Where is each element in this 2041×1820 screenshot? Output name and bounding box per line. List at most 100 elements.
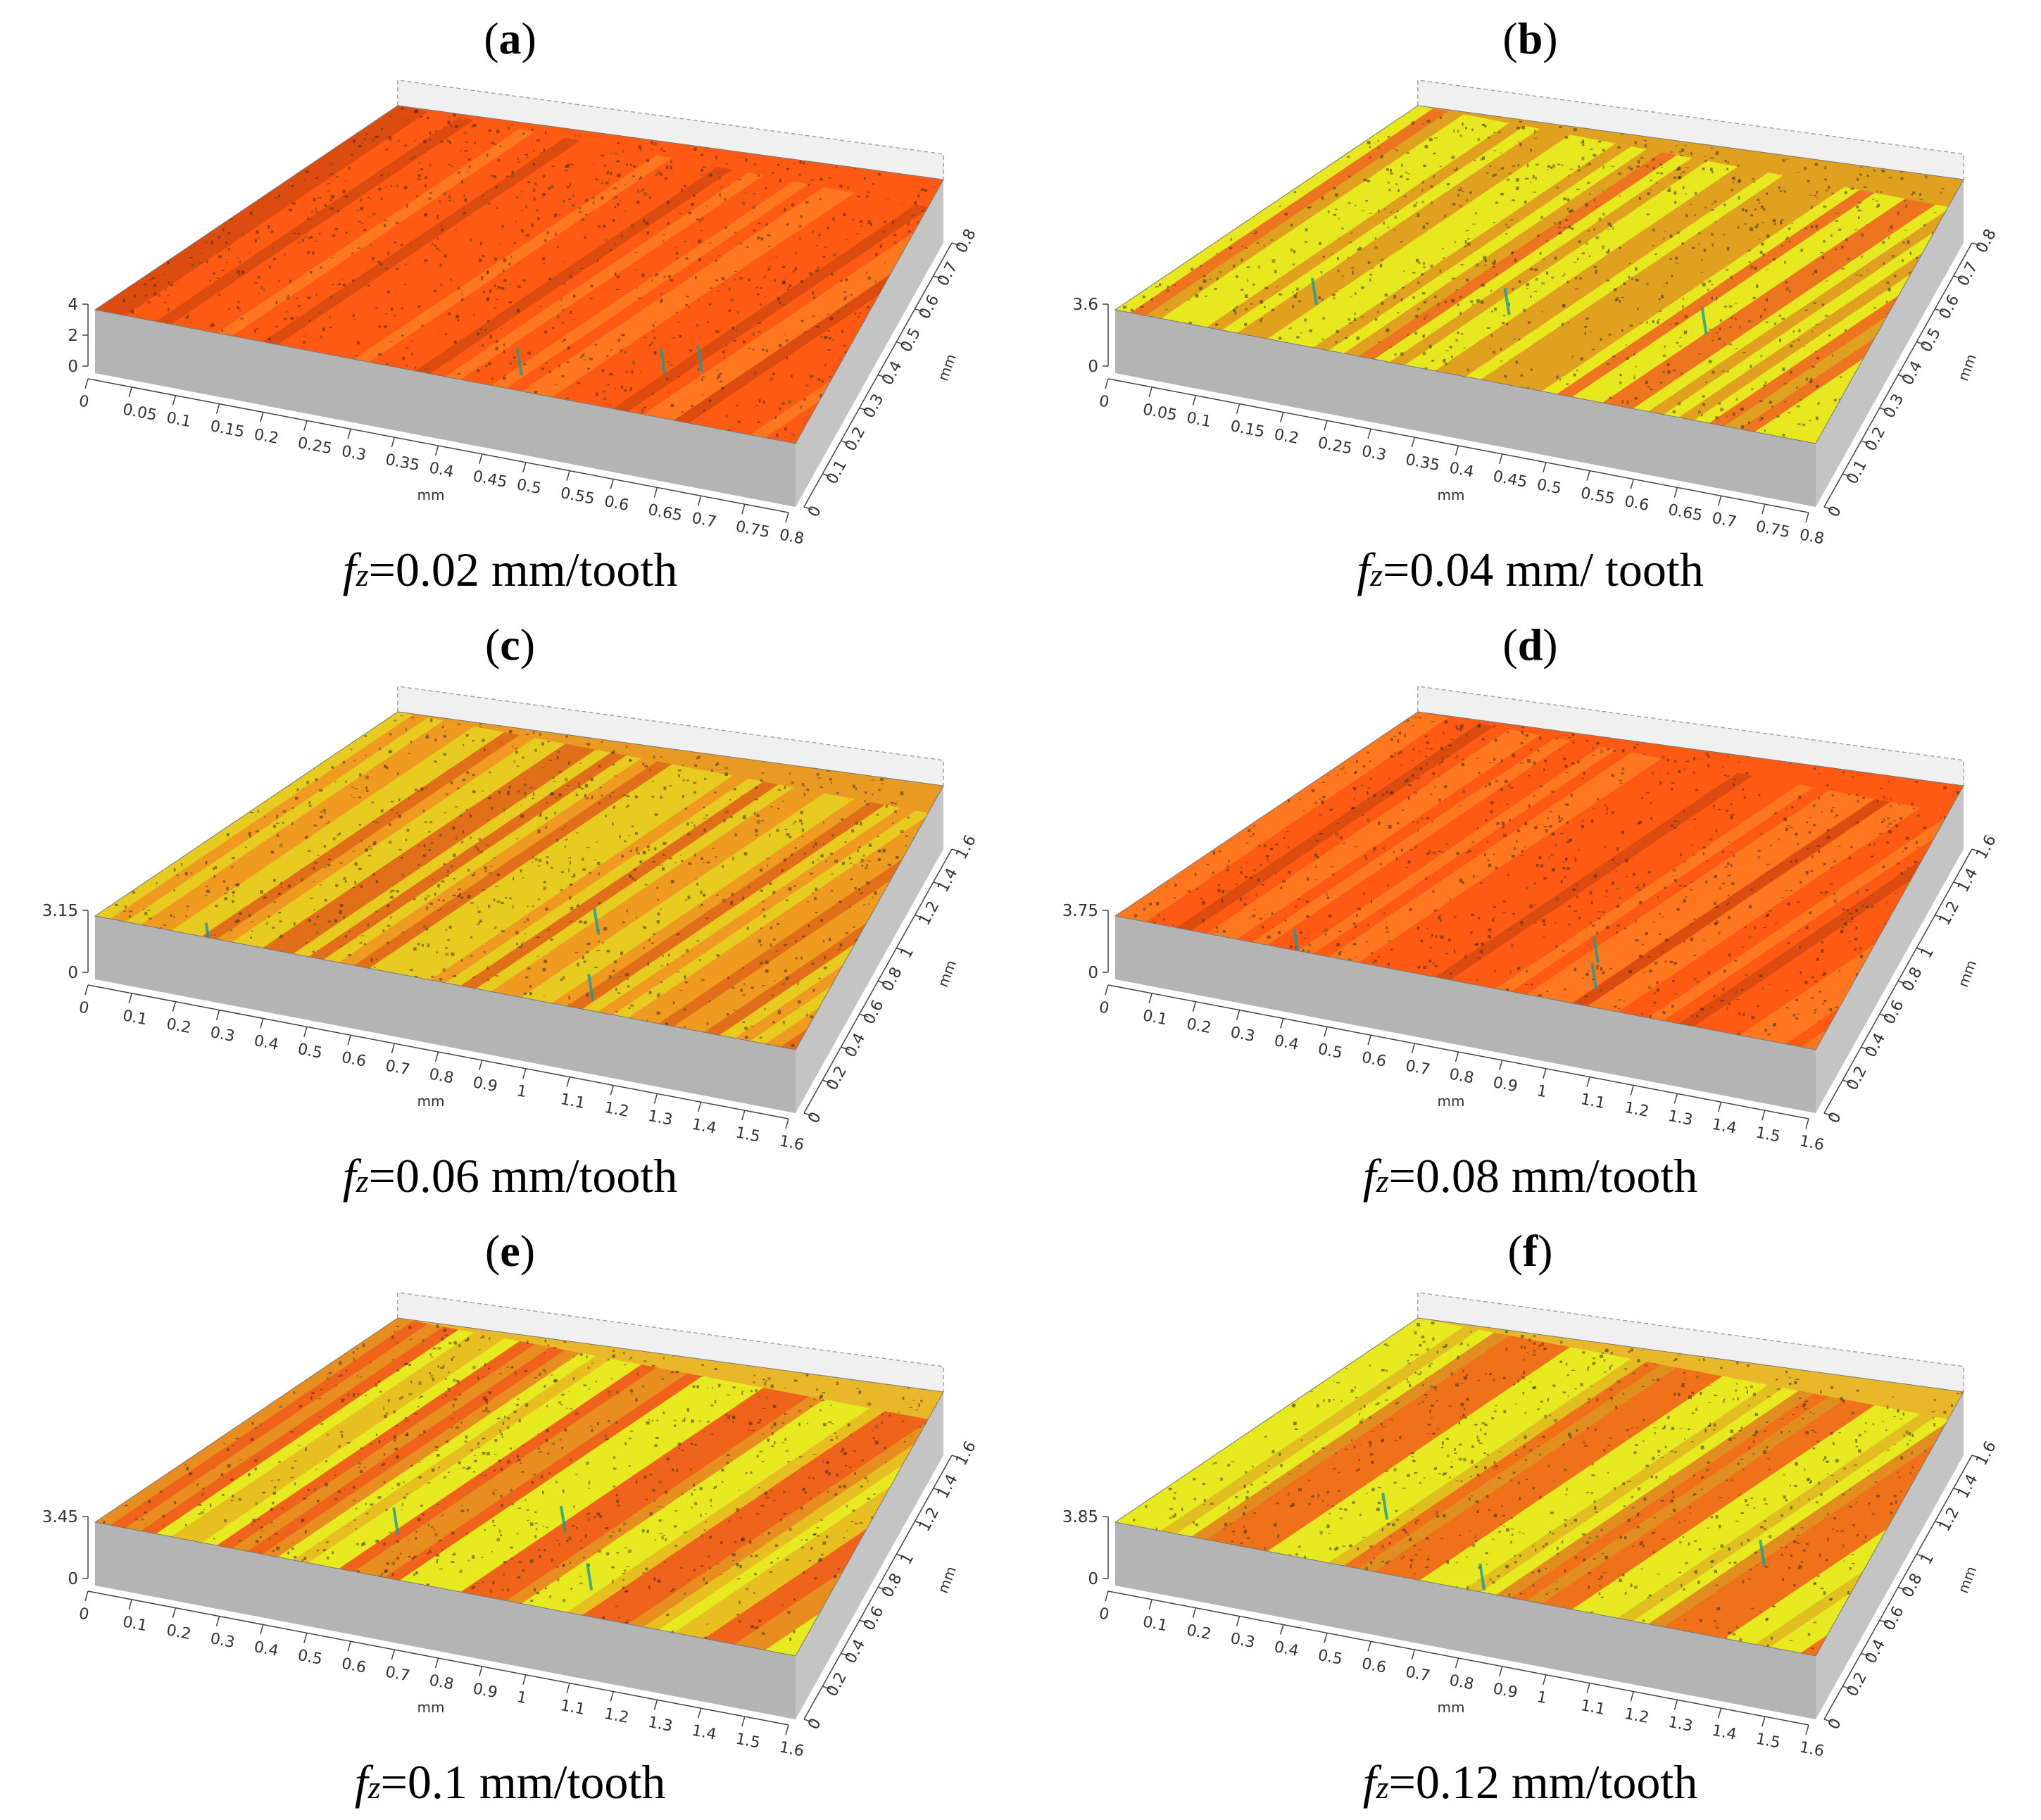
x-tick-label: 0.3 <box>208 1630 236 1652</box>
y-tick-label: 0.4 <box>1862 1636 1890 1667</box>
y-tick-label: 0.2 <box>823 1669 850 1700</box>
x-tick-label: 0.45 <box>1492 467 1529 491</box>
y-tick-label: 0.7 <box>1954 259 1982 289</box>
x-tick-label: 0.3 <box>1360 443 1388 465</box>
y-tick-label: 0.8 <box>1899 965 1926 995</box>
y-tick-label: 1.6 <box>953 1438 980 1469</box>
side-wall <box>1816 1392 1964 1719</box>
x-tick-label: 0.3 <box>1229 1630 1256 1652</box>
x-tick-label: 0.1 <box>121 1007 149 1029</box>
x-tick-label: 0.6 <box>1623 493 1650 515</box>
x-tick-label: 1.4 <box>1710 1722 1738 1744</box>
y-tick-label: 1.2 <box>1936 1505 1964 1535</box>
z-tick-label: 3.15 <box>42 902 78 920</box>
panel-label: (e) <box>484 1226 536 1276</box>
y-tick-label: 0 <box>1825 503 1845 520</box>
y-tick-label: 0.8 <box>879 965 906 995</box>
side-wall <box>796 180 943 507</box>
x-tick-label: 0.25 <box>296 434 334 458</box>
x-tick-label: 0.9 <box>472 1074 499 1096</box>
y-tick-label: 1.6 <box>1973 1438 2000 1469</box>
panel-label: (a) <box>484 13 536 63</box>
surface-plot-d: 0 0.1 0.2 0.3 0.4 0.5 0.6 0.7 0.8 0.9 1 1.1 1.2 1.3 1.… <box>1062 686 2000 1155</box>
x-tick-label: 0.6 <box>1360 1655 1388 1677</box>
y-tick-label: 0.3 <box>860 391 888 422</box>
panel-e: (e) 0 0.1 0.2 0.3 0.4 0.5 0.6 0.7 0.8 0.9 1 1.1 1.2 1… <box>0 1212 1020 1819</box>
x-tick-label: 0.2 <box>165 1621 192 1643</box>
x-tick-label: 0.7 <box>384 1663 411 1685</box>
z-tick-label: 0 <box>1088 358 1098 376</box>
x-tick-label: 1 <box>515 1688 529 1707</box>
x-tick-label: 0.9 <box>472 1680 499 1702</box>
x-axis-unit: mm <box>417 1699 445 1716</box>
front-wall <box>95 310 796 507</box>
x-tick-label: 0.3 <box>208 1024 236 1046</box>
x-tick-label: 0.8 <box>1447 1671 1475 1693</box>
x-tick-label: 0 <box>1098 392 1111 411</box>
front-wall <box>1115 916 1816 1113</box>
x-tick-label: 0 <box>77 392 91 411</box>
x-tick-label: 0.6 <box>1360 1049 1388 1071</box>
y-tick-label: 0 <box>805 1716 825 1733</box>
x-tick-label: 0.15 <box>208 418 246 441</box>
box-outline <box>397 686 944 786</box>
x-tick-label: 0.6 <box>340 1049 368 1071</box>
z-tick-label: 0 <box>68 964 78 982</box>
x-tick-label: 0.2 <box>1273 426 1300 448</box>
y-tick-label: 0.2 <box>1862 424 1890 454</box>
surface-topography <box>95 106 943 444</box>
x-tick-label: 1.2 <box>1623 1099 1650 1121</box>
x-axis-unit: mm <box>1438 1093 1465 1110</box>
x-tick-label: 0.7 <box>1404 1057 1431 1079</box>
x-tick-label: 1 <box>1536 1688 1549 1707</box>
x-tick-label: 1.2 <box>603 1705 630 1727</box>
y-tick-label: 0.4 <box>842 1636 869 1667</box>
y-tick-label: 0 <box>805 503 825 520</box>
y-tick-label: 0.1 <box>823 457 850 487</box>
panel-caption: fz=0.06 mm/tooth <box>342 1149 678 1203</box>
x-tick-label: 0.65 <box>1666 501 1704 525</box>
y-tick-label: 1.2 <box>916 898 943 929</box>
side-wall <box>1816 180 1964 507</box>
y-tick-label: 1.2 <box>1936 898 1964 929</box>
panel-c: (c) 0 0.1 0.2 0.3 0.4 0.5 0.6 0.7 0.8 0.9 1 1.1 1.2 1… <box>0 606 1020 1212</box>
surface-plot-a: 0 0.05 0.1 0.15 0.2 0.25 0.3 0.35 0.4 0.45 0.5 0.55… <box>68 80 980 548</box>
y-tick-label: 0.5 <box>897 325 924 356</box>
y-tick-label: 1 <box>897 1550 917 1567</box>
x-tick-label: 1.3 <box>1666 1107 1694 1129</box>
z-tick-label: 2 <box>68 327 78 345</box>
x-tick-label: 0.45 <box>472 467 509 491</box>
y-tick-label: 0.8 <box>1899 1571 1926 1601</box>
x-tick-label: 0.35 <box>1404 451 1441 475</box>
y-tick-label: 0.6 <box>1880 1604 1908 1634</box>
panel-label: (b) <box>1502 13 1558 63</box>
y-tick-label: 1.4 <box>1954 1471 1982 1502</box>
x-tick-label: 0.5 <box>296 1041 324 1062</box>
y-tick-label: 0.6 <box>860 1604 888 1634</box>
x-tick-label: 1.1 <box>559 1091 586 1112</box>
x-tick-label: 0.65 <box>646 501 684 525</box>
y-tick-label: 0.6 <box>916 292 943 322</box>
y-tick-label: 0.2 <box>842 424 869 454</box>
x-tick-label: 0 <box>1098 998 1111 1017</box>
z-tick-label: 4 <box>68 296 78 314</box>
y-axis-unit: mm <box>934 1564 960 1595</box>
x-tick-label: 0.75 <box>734 517 772 541</box>
z-tick-label: 3.75 <box>1062 902 1098 920</box>
y-tick-label: 1.6 <box>1973 832 2000 862</box>
y-tick-label: 0 <box>1825 1716 1845 1733</box>
x-tick-label: 0.2 <box>1185 1621 1212 1643</box>
x-axis-unit: mm <box>417 1093 445 1110</box>
x-tick-label: 0.2 <box>1185 1015 1212 1037</box>
x-tick-label: 0.7 <box>1710 510 1738 532</box>
x-tick-label: 0.5 <box>1317 1647 1344 1669</box>
x-tick-label: 1.4 <box>690 1116 717 1138</box>
x-tick-label: 0.05 <box>1141 401 1179 425</box>
y-tick-label: 1.4 <box>1954 865 1982 896</box>
panel-label: (f) <box>1507 1226 1553 1276</box>
panel-caption: fz=0.04 mm/ tooth <box>1357 543 1704 596</box>
z-tick-label: 3.45 <box>42 1508 78 1526</box>
x-tick-label: 0.9 <box>1492 1074 1519 1096</box>
x-tick-label: 1.4 <box>1710 1116 1738 1138</box>
x-tick-label: 1.5 <box>734 1730 762 1752</box>
